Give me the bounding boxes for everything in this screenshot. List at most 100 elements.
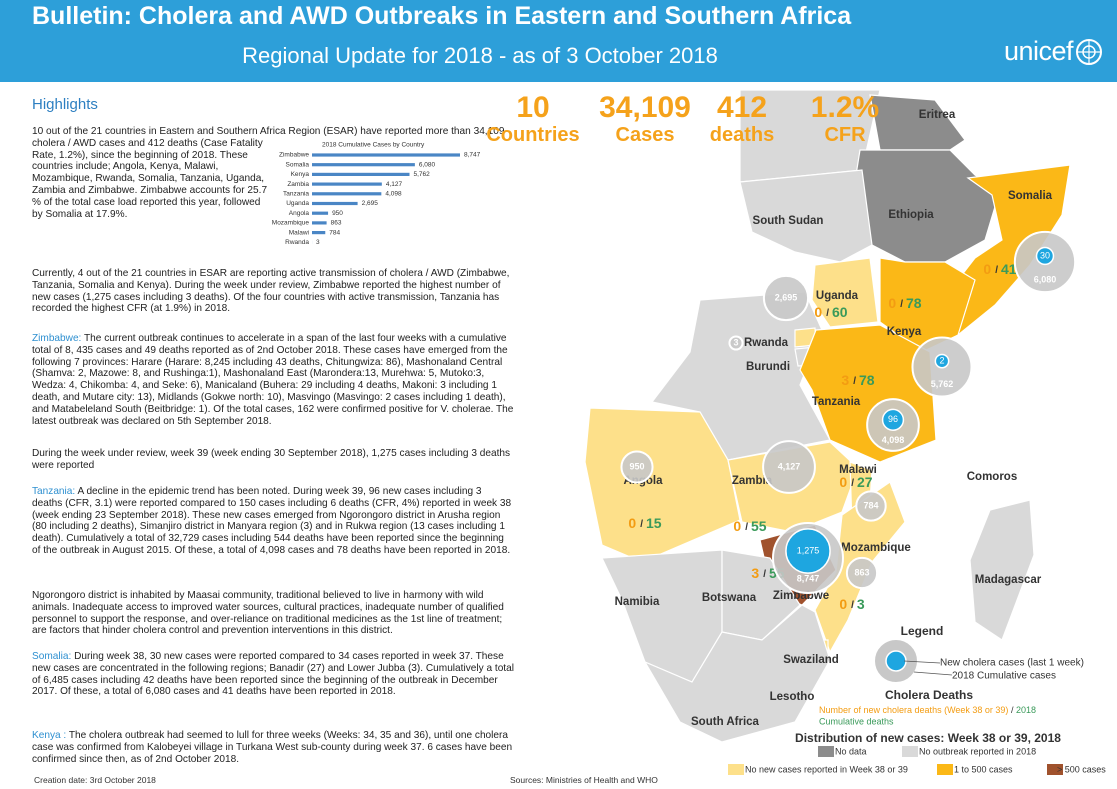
- new-cases-bubble: [881, 408, 905, 431]
- country-shape: [969, 499, 1035, 641]
- legend-label: No outbreak reported in 2018: [919, 746, 1036, 756]
- new-deaths: 0: [839, 474, 847, 490]
- cumulative-deaths: 60: [832, 304, 848, 320]
- paragraph-body: The cholera outbreak had seemed to lull …: [32, 730, 513, 765]
- bar: [312, 201, 358, 206]
- paragraph: Tanzania: A decline in the epidemic tren…: [32, 486, 514, 557]
- cumulative-cases-bubble: [762, 274, 810, 322]
- country-shape: [584, 407, 741, 563]
- paragraph-lead: Zimbabwe:: [32, 333, 82, 344]
- logo-emblem: [1076, 39, 1102, 65]
- paragraph: Currently, 4 out of the 21 countries in …: [32, 268, 514, 315]
- cumulative-deaths: 15: [646, 515, 662, 531]
- paragraph-body: During the week under review, week 39 (w…: [32, 448, 511, 471]
- country-name: Ethiopia: [888, 209, 934, 221]
- legend-pointer: [913, 671, 953, 676]
- country-name: South Africa: [691, 716, 760, 728]
- legend-label: No new cases reported in Week 38 or 39: [745, 764, 908, 774]
- deaths-separator: /: [640, 519, 643, 530]
- legend-swatch: [1047, 764, 1063, 775]
- country-shape: [721, 549, 801, 641]
- new-deaths: 0: [628, 515, 636, 531]
- cumulative-deaths: 55: [751, 518, 767, 534]
- category-label: Rwanda: [285, 239, 309, 246]
- cumulative-cases-bubble: [855, 490, 887, 522]
- paragraph: Ngorongoro district is inhabited by Maas…: [32, 590, 514, 637]
- header: Bulletin: Cholera and AWD Outbreaks in E…: [0, 0, 1117, 82]
- cumulative-cases-label: 2,695: [775, 292, 798, 302]
- legend-cumulative-deaths: Cumulative deaths: [819, 716, 894, 726]
- country-shape: [643, 604, 831, 743]
- cumulative-cases-bubble: [845, 556, 879, 590]
- key-figure-value: 1.2%: [810, 91, 880, 124]
- value-label: 4,098: [385, 191, 402, 198]
- deaths-label: 0 /15: [628, 515, 661, 531]
- category-label: Somalia: [286, 161, 310, 168]
- deaths-label: 0 /27: [839, 474, 872, 490]
- cumulative-cases-label: 8,747: [797, 573, 820, 583]
- key-figure: 34,109 Cases: [580, 92, 710, 147]
- country-shapes: [584, 94, 1071, 743]
- value-label: 5,762: [413, 171, 430, 178]
- category-label: Uganda: [286, 200, 309, 207]
- country-labels: Eritrea Ethiopia Somalia South Sudan Uganda K…: [615, 109, 1053, 728]
- value-label: 3: [316, 239, 320, 246]
- country-name: Zambia: [732, 475, 773, 487]
- legend-new-deaths: Number of new cholera deaths (Week 38 or…: [819, 705, 1008, 715]
- cumulative-deaths: 78: [859, 372, 875, 388]
- new-cases-bubble: [934, 353, 950, 369]
- country-name: Swaziland: [783, 654, 839, 666]
- new-deaths: 0: [983, 261, 991, 277]
- legend-bubble-inner: [885, 650, 907, 672]
- category-label: Tanzania: [283, 191, 309, 198]
- country-name: Madagascar: [975, 574, 1042, 586]
- deaths-separator: /: [763, 569, 766, 580]
- mini-bar-chart: 2018 Cumulative Cases by Country Zimbabwe…: [272, 142, 481, 246]
- legend-swatch: [818, 746, 834, 757]
- country-name: Rwanda: [744, 337, 789, 349]
- new-cases-label: 96: [888, 414, 898, 424]
- title: Bulletin: Cholera and AWD Outbreaks in E…: [32, 2, 852, 30]
- new-cases-bubble: [785, 528, 831, 574]
- new-cases-bubble: [1035, 246, 1055, 266]
- bar: [312, 231, 326, 235]
- bar: [312, 163, 415, 167]
- deaths-separator: /: [851, 478, 854, 489]
- cumulative-cases-bubble: [728, 335, 744, 351]
- legend-title: Legend: [901, 624, 944, 638]
- distribution-legend: No data No outbreak reported in 2018 No ne…: [728, 746, 1106, 775]
- legend: Legend New cholera cases (last 1 week) 2…: [795, 624, 1084, 745]
- paragraph-body: During week 38, 30 new cases were report…: [32, 651, 514, 698]
- category-label: Kenya: [291, 171, 310, 178]
- category-label: Mozambique: [272, 220, 310, 227]
- country-name: Namibia: [615, 596, 660, 608]
- key-figure-value: 10: [516, 91, 550, 124]
- country-shape: [851, 149, 1001, 263]
- legend-label: > 500 cases: [1057, 764, 1106, 774]
- country-shape: [811, 257, 879, 328]
- deaths-separator: /: [826, 308, 829, 319]
- deaths-separator: /: [900, 299, 903, 310]
- chart-title: 2018 Cumulative Cases by Country: [322, 142, 425, 149]
- country-name: Burundi: [746, 361, 790, 373]
- paragraph: Zimbabwe: The current outbreak continues…: [32, 333, 514, 427]
- paragraph-body: Currently, 4 out of the 21 countries in …: [32, 268, 510, 315]
- deaths-separator: /: [851, 600, 854, 611]
- category-label: Malawi: [289, 229, 309, 236]
- value-label: 4,127: [386, 181, 403, 188]
- deaths-separator: /: [853, 376, 856, 387]
- paragraph-body: 10 out of the 21 countries in Eastern an…: [32, 126, 505, 220]
- cumulative-deaths: 27: [857, 474, 873, 490]
- deaths-label: 0 /3: [839, 596, 865, 612]
- category-label: Angola: [289, 210, 310, 217]
- paragraph-lead: Tanzania:: [32, 486, 76, 497]
- deaths-label: 3 /78: [841, 372, 874, 388]
- paragraph-lead: Somalia:: [32, 651, 72, 662]
- bar: [312, 192, 382, 196]
- cumulative-cases-label: 6,080: [1034, 274, 1057, 284]
- cumulative-cases-bubble: [620, 450, 654, 484]
- legend-deaths-key: Number of new cholera deaths (Week 38 or…: [819, 705, 1036, 715]
- deaths-separator: /: [745, 522, 748, 533]
